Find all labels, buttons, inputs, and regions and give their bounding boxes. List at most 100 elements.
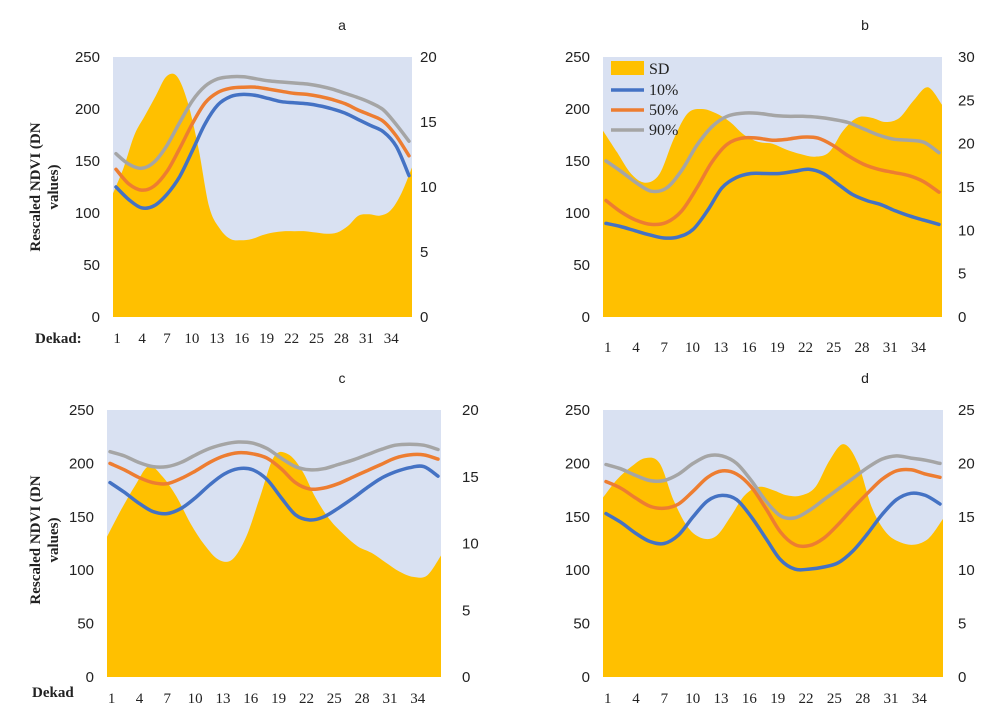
x-tick-label: 16 — [243, 691, 259, 707]
x-tick-label: 31 — [883, 340, 898, 356]
series-line-90pct — [604, 453, 942, 521]
legend-label-p50: 50% — [649, 102, 678, 119]
x-tick-label: 7 — [660, 340, 668, 356]
panel-title: a — [338, 17, 346, 33]
x-tick-label: 28 — [334, 331, 349, 347]
y-tick-label: 50 — [573, 257, 590, 274]
y2-tick-label: 5 — [958, 266, 966, 283]
y-tick-label: 100 — [565, 562, 590, 579]
series-line-90pct — [604, 111, 941, 194]
x-tick-label: 34 — [410, 691, 426, 707]
chart-panel-c: c 0 50 100 150 200 250 0 5 10 15 20 1 4 7 10 13 16 19 22 25 2… — [28, 370, 479, 707]
x-tick-label: 4 — [138, 331, 146, 347]
series-line-10pct — [114, 92, 411, 210]
y-tick-label: 100 — [69, 562, 94, 579]
y2-tick-label: 25 — [958, 92, 975, 109]
x-tick-label: 25 — [827, 691, 842, 707]
chart-panel-d: d 0 50 100 150 200 250 0 5 10 15 20 25 1 4 7 10 13 16 19 22 2… — [565, 370, 975, 707]
x-tick-label: 22 — [799, 691, 814, 707]
x-tick-label: 1 — [604, 340, 612, 356]
x-tick-label: 16 — [234, 331, 250, 347]
y2-tick-label: 20 — [462, 402, 479, 419]
y-tick-label: 0 — [582, 309, 590, 326]
x-tick-label: 31 — [382, 691, 397, 707]
y-tick-label: 200 — [565, 455, 590, 472]
y-tick-label: 0 — [86, 669, 94, 686]
y2-tick-label: 15 — [958, 509, 975, 526]
y2-tick-label: 10 — [420, 179, 437, 196]
y-axis-label: Rescaled NDVI (DN values) — [28, 475, 62, 604]
chart-panel-b: b 0 50 100 150 200 250 0 5 10 15 20 25 30 1 4 7 10 13 16 19 2… — [565, 17, 975, 356]
sd-area — [603, 87, 942, 318]
y2-tick-label: 20 — [420, 49, 437, 66]
y2-tick-label: 10 — [462, 536, 479, 553]
x-tick-label: 31 — [359, 331, 374, 347]
legend-label-p10: 10% — [649, 82, 678, 99]
y-tick-label: 150 — [75, 153, 100, 170]
x-tick-label: 10 — [685, 340, 700, 356]
sd-area — [107, 451, 441, 677]
x-tick-label: 7 — [163, 331, 171, 347]
y-tick-label: 200 — [75, 101, 100, 118]
y2-tick-label: 20 — [958, 455, 975, 472]
y2-tick-label: 20 — [958, 136, 975, 153]
series-line-90pct — [114, 74, 411, 171]
x-tick-label: 19 — [259, 331, 274, 347]
x-tick-label: 10 — [188, 691, 203, 707]
y-tick-label: 50 — [573, 616, 590, 633]
x-tick-label: 31 — [884, 691, 899, 707]
x-tick-label: 34 — [912, 691, 928, 707]
series-line-10pct — [604, 167, 941, 240]
x-tick-label: 22 — [299, 691, 314, 707]
chart-panel-a: a 0 50 100 150 200 250 0 5 10 15 20 1 4 7 10 13 16 19 22 25 2… — [28, 17, 437, 347]
y2-tick-label: 25 — [958, 402, 975, 419]
x-tick-label: 7 — [661, 691, 669, 707]
panel-title: b — [861, 17, 869, 33]
y2-tick-label: 5 — [462, 602, 470, 619]
x-tick-label: 25 — [309, 331, 324, 347]
y-tick-label: 250 — [75, 49, 100, 66]
y2-tick-label: 0 — [420, 309, 428, 326]
x-axis-label: Dekad: — [35, 331, 82, 347]
x-tick-label: 13 — [713, 340, 728, 356]
y2-tick-label: 5 — [958, 616, 966, 633]
series-line-50pct — [604, 135, 941, 227]
x-tick-label: 22 — [798, 340, 813, 356]
y-tick-label: 0 — [582, 669, 590, 686]
y2-tick-label: 0 — [462, 669, 470, 686]
x-tick-label: 1 — [108, 691, 116, 707]
x-tick-label: 7 — [164, 691, 172, 707]
x-tick-label: 16 — [742, 691, 758, 707]
y2-tick-label: 15 — [958, 179, 975, 196]
y-tick-label: 150 — [69, 509, 94, 526]
panel-title: c — [339, 370, 346, 386]
x-tick-label: 4 — [632, 340, 640, 356]
legend-swatch-sd — [611, 61, 644, 75]
x-tick-label: 19 — [271, 691, 286, 707]
legend-label-sd: SD — [649, 61, 669, 78]
y2-tick-label: 10 — [958, 222, 975, 239]
x-tick-label: 25 — [826, 340, 841, 356]
y-tick-label: 50 — [83, 257, 100, 274]
x-tick-label: 19 — [770, 340, 785, 356]
x-tick-label: 1 — [604, 691, 612, 707]
series-line-90pct — [108, 440, 440, 472]
x-tick-label: 10 — [184, 331, 199, 347]
series-line-50pct — [114, 85, 411, 192]
series-line-10pct — [108, 464, 440, 522]
y-tick-label: 150 — [565, 509, 590, 526]
x-tick-label: 13 — [215, 691, 230, 707]
y2-tick-label: 15 — [462, 469, 479, 486]
x-tick-label: 4 — [632, 691, 640, 707]
x-tick-label: 1 — [113, 331, 121, 347]
y-tick-label: 250 — [69, 402, 94, 419]
x-tick-label: 16 — [741, 340, 757, 356]
x-tick-label: 28 — [855, 691, 870, 707]
x-tick-label: 10 — [685, 691, 700, 707]
x-tick-label: 34 — [911, 340, 927, 356]
x-tick-label: 13 — [209, 331, 224, 347]
x-tick-label: 13 — [714, 691, 729, 707]
y-axis-label: Rescaled NDVI (DN values) — [28, 122, 62, 251]
series-line-50pct — [604, 467, 942, 549]
